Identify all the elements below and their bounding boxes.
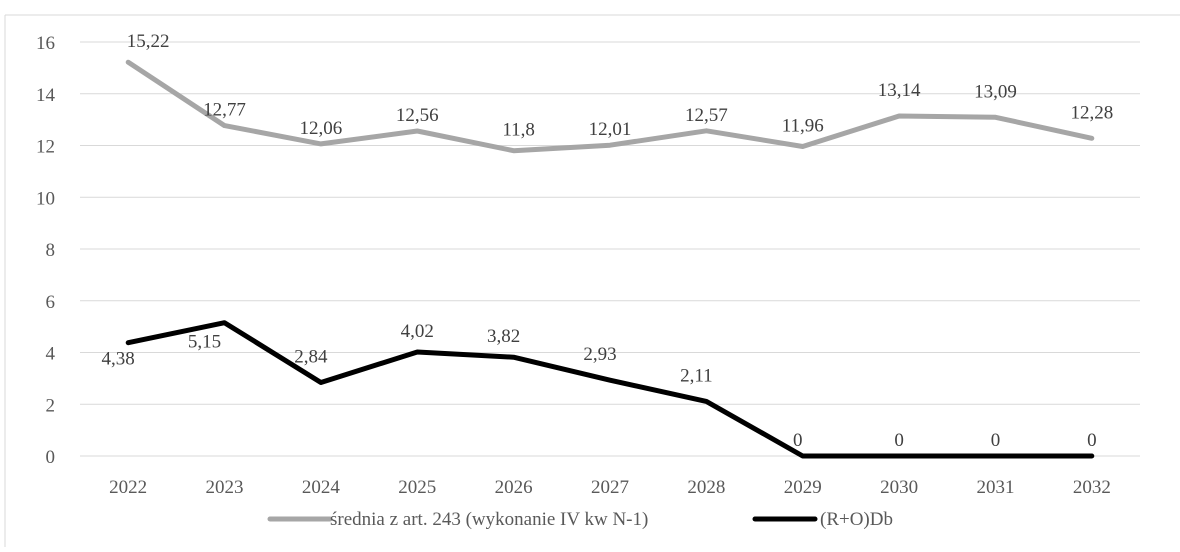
- x-tick-label: 2026: [495, 477, 533, 498]
- data-label: 0: [991, 430, 1001, 451]
- x-tick-label: 2027: [591, 477, 629, 498]
- data-label: 5,15: [188, 332, 221, 353]
- y-tick-label: 0: [46, 447, 56, 468]
- x-tick-label: 2025: [398, 477, 436, 498]
- x-tick-label: 2024: [302, 477, 341, 498]
- y-tick-label: 8: [46, 240, 56, 261]
- data-label: 11,96: [782, 116, 824, 137]
- data-label: 2,93: [583, 344, 616, 365]
- data-label: 12,01: [589, 119, 632, 140]
- series-line-0: [125, 59, 1095, 154]
- y-tick-label: 4: [46, 344, 56, 365]
- y-tick-label: 12: [36, 137, 55, 158]
- data-label: 3,82: [487, 326, 520, 347]
- x-tick-label: 2022: [109, 477, 147, 498]
- x-tick-label: 2029: [784, 477, 822, 498]
- y-axis-tick-labels: 0 2 4 6 8 10 12 14 16: [36, 33, 56, 468]
- data-label: 12,06: [300, 118, 343, 139]
- data-labels: 15,22 12,77 12,06 12,56 11,8 12,01 12,57 11,96 1…: [102, 31, 1114, 451]
- data-label: 0: [793, 430, 803, 451]
- data-label: 15,22: [127, 31, 170, 52]
- data-label: 0: [1087, 430, 1097, 451]
- data-label: 2,11: [680, 365, 713, 386]
- data-label: 4,02: [401, 321, 434, 342]
- y-tick-label: 14: [36, 85, 56, 106]
- y-tick-label: 6: [46, 292, 56, 313]
- y-tick-label: 2: [46, 395, 56, 416]
- y-tick-label: 16: [36, 33, 55, 54]
- data-label: 4,38: [102, 349, 135, 370]
- x-tick-label: 2030: [880, 477, 918, 498]
- data-label: 0: [894, 430, 904, 451]
- legend-label: średnia z art. 243 (wykonanie IV kw N-1): [330, 509, 648, 530]
- legend: średnia z art. 243 (wykonanie IV kw N-1)…: [267, 509, 893, 530]
- legend-label: (R+O)Db: [820, 509, 893, 530]
- y-tick-label: 10: [36, 188, 55, 209]
- data-label: 12,56: [396, 105, 439, 126]
- x-tick-label: 2023: [206, 477, 244, 498]
- x-tick-label: 2032: [1073, 477, 1111, 498]
- series-lines: [125, 59, 1095, 459]
- x-axis-tick-labels: 2022 2023 2024 2025 2026 2027 2028 2029 2030 2031…: [109, 477, 1111, 498]
- data-label: 13,09: [974, 81, 1017, 102]
- data-label: 13,14: [878, 80, 921, 101]
- x-tick-label: 2031: [976, 477, 1014, 498]
- data-label: 12,57: [685, 105, 728, 126]
- data-label: 11,8: [502, 120, 535, 141]
- series-line-1: [125, 320, 1095, 459]
- data-label: 12,28: [1070, 102, 1113, 123]
- x-tick-label: 2028: [687, 477, 725, 498]
- data-label: 12,77: [203, 100, 246, 121]
- data-label: 2,84: [294, 347, 328, 368]
